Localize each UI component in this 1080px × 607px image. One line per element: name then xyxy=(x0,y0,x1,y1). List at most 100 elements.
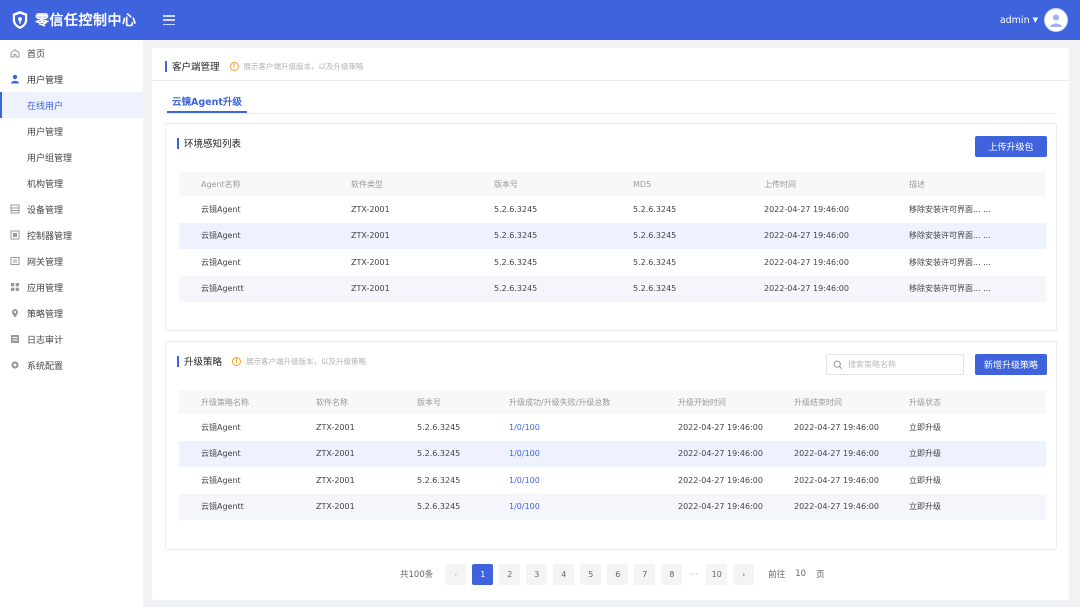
table-cell: ZTX-2001 xyxy=(329,222,472,249)
page-button[interactable]: 3 xyxy=(526,563,548,585)
page-button[interactable]: 4 xyxy=(553,563,575,585)
table-cell: 2022-04-27 19:46:00 xyxy=(764,204,849,214)
page-button[interactable]: 8 xyxy=(661,563,683,585)
table-row[interactable]: 云镜Agentt ZTX-2001 5.2.6.3245 5.2.6.3245 … xyxy=(179,275,1046,302)
table-row[interactable]: 云镜Agent ZTX-2001 5.2.6.3245 1/0/100 2022… xyxy=(179,414,1046,441)
strategy-search[interactable] xyxy=(826,354,964,375)
sidebar-item-organizations[interactable]: 机构管理 xyxy=(0,170,143,196)
panel-hint: 展示客户端升级版本，以及升级策略 xyxy=(246,356,367,366)
user-menu[interactable]: admin ▼ xyxy=(1000,0,1068,40)
table-cell: 5.2.6.3245 xyxy=(417,475,461,485)
table-cell: ZTX-2001 xyxy=(294,493,395,520)
sidebar-item-label: 系统配置 xyxy=(27,361,64,372)
gear-icon xyxy=(10,360,20,370)
table-row[interactable]: 云镜Agentt ZTX-2001 5.2.6.3245 1/0/100 202… xyxy=(179,493,1046,520)
title-bar-mark xyxy=(165,60,167,72)
page-hint: 展示客户端升级版本，以及升级策略 xyxy=(243,61,364,71)
upgrade-count-link[interactable]: 1/0/100 xyxy=(509,422,540,432)
table-row[interactable]: 云镜Agent ZTX-2001 5.2.6.3245 5.2.6.3245 2… xyxy=(179,249,1046,276)
sidebar-item-label: 用户组管理 xyxy=(27,153,73,164)
table-cell: 移除安装许可界面... ... xyxy=(909,257,991,267)
page-button[interactable]: 2 xyxy=(499,563,521,585)
table-cell: 云镜Agent xyxy=(179,440,294,467)
sidebar-item-user-management[interactable]: 用户管理 xyxy=(0,66,143,92)
table-cell: 云镜Agentt xyxy=(179,493,294,520)
user-name[interactable]: admin xyxy=(999,14,1030,26)
table-cell: 立即升级 xyxy=(909,422,941,432)
sidebar-item-user-groups[interactable]: 用户组管理 xyxy=(0,144,143,170)
goto-page-input[interactable]: 10 xyxy=(795,569,807,579)
table-cell: 移除安装许可界面... ... xyxy=(887,275,1046,302)
panel-title: 环境感知列表 xyxy=(184,139,242,150)
shield-logo-icon xyxy=(12,11,28,29)
sidebar-item-policies[interactable]: 策略管理 xyxy=(0,300,143,326)
table-row[interactable]: 云镜Agent ZTX-2001 5.2.6.3245 1/0/100 2022… xyxy=(179,467,1046,494)
column-header: 升级策略名称 xyxy=(179,390,294,414)
logo: 零信任控制中心 xyxy=(11,10,137,30)
sidebar-item-home[interactable]: 首页 xyxy=(0,40,143,66)
sidebar-item-controllers[interactable]: 控制器管理 xyxy=(0,222,143,248)
page-button[interactable]: 10 xyxy=(706,563,728,585)
sidebar-item-label: 用户管理 xyxy=(27,75,64,86)
table-cell: 立即升级 xyxy=(887,493,1046,520)
upgrade-count-link[interactable]: 1/0/100 xyxy=(509,475,540,485)
sidebar-item-label: 应用管理 xyxy=(27,283,64,294)
tab-agent-upgrade[interactable]: 云镜Agent升级 xyxy=(167,89,247,113)
sidebar-item-apps[interactable]: 应用管理 xyxy=(0,274,143,300)
sidebar-item-label: 网关管理 xyxy=(27,257,64,268)
table-cell: 云镜Agent xyxy=(179,222,329,249)
apps-icon xyxy=(10,282,20,292)
goto-suffix: 页 xyxy=(816,570,825,580)
table-cell: 移除安装许可界面... ... xyxy=(909,204,991,214)
table-cell: 5.2.6.3245 xyxy=(633,204,677,214)
sidebar-item-devices[interactable]: 设备管理 xyxy=(0,196,143,222)
page-button[interactable]: 6 xyxy=(607,563,629,585)
table-cell: 云镜Agent xyxy=(201,475,241,485)
avatar[interactable] xyxy=(1044,8,1068,32)
table-cell: ZTX-2001 xyxy=(316,422,355,432)
table-row[interactable]: 云镜Agent ZTX-2001 5.2.6.3245 5.2.6.3245 2… xyxy=(179,196,1046,223)
sidebar-item-users[interactable]: 用户管理 xyxy=(0,118,143,144)
menu-toggle-icon[interactable] xyxy=(162,15,175,25)
upgrade-count-link[interactable]: 1/0/100 xyxy=(487,493,656,520)
page-button[interactable]: 1 xyxy=(472,563,494,585)
upload-package-button[interactable]: 上传升级包 xyxy=(975,136,1047,157)
column-header: Agent名称 xyxy=(179,172,329,196)
panel-header: 环境感知列表 xyxy=(177,136,241,150)
table-cell: 移除安装许可界面... ... xyxy=(887,222,1046,249)
tabs: 云镜Agent升级 xyxy=(167,89,247,113)
pagination: 共100条 ‹ 1 2 3 4 5 6 7 8 ··· 10 › 前往 10 页 xyxy=(400,563,825,585)
table-cell: 云镜Agent xyxy=(201,422,241,432)
table-row[interactable]: 云镜Agent ZTX-2001 5.2.6.3245 1/0/100 2022… xyxy=(179,440,1046,467)
info-icon: ! xyxy=(232,356,242,366)
table-cell: 5.2.6.3245 xyxy=(472,275,611,302)
column-header: 升级成功/升级失败/升级总数 xyxy=(487,390,656,414)
next-page-icon[interactable]: › xyxy=(733,563,755,585)
caret-down-icon[interactable]: ▼ xyxy=(1032,16,1038,24)
page-ellipsis[interactable]: ··· xyxy=(690,569,699,579)
prev-page-icon[interactable]: ‹ xyxy=(445,563,467,585)
table-cell: 2022-04-27 19:46:00 xyxy=(794,475,879,485)
sidebar-item-online-users[interactable]: 在线用户 xyxy=(0,92,143,118)
sidebar-item-settings[interactable]: 系统配置 xyxy=(0,352,143,378)
table-header-row: 升级策略名称 软件名称 版本号 升级成功/升级失败/升级总数 升级开始时间 升级… xyxy=(179,390,1046,414)
table-row[interactable]: 云镜Agent ZTX-2001 5.2.6.3245 5.2.6.3245 2… xyxy=(179,222,1046,249)
search-input[interactable] xyxy=(848,360,958,369)
column-header: 软件类型 xyxy=(329,172,472,196)
upgrade-count-link[interactable]: 1/0/100 xyxy=(487,440,656,467)
sidebar-item-gateways[interactable]: 网关管理 xyxy=(0,248,143,274)
env-table: Agent名称 软件类型 版本号 MD5 上传时间 描述 云镜Agent ZTX… xyxy=(179,172,1046,302)
add-strategy-button[interactable]: 新增升级策略 xyxy=(975,354,1047,375)
page-header: 客户端管理 ! 展示客户端升级版本，以及升级策略 xyxy=(165,59,364,73)
table-cell: 5.2.6.3245 xyxy=(472,222,611,249)
env-awareness-panel: 环境感知列表 上传升级包 Agent名称 软件类型 版本号 MD5 上传时间 描… xyxy=(165,123,1057,331)
table-cell: ZTX-2001 xyxy=(329,275,472,302)
page-button[interactable]: 7 xyxy=(634,563,656,585)
sidebar-item-logs[interactable]: 日志审计 xyxy=(0,326,143,352)
table-cell: 2022-04-27 19:46:00 xyxy=(656,440,772,467)
page-button[interactable]: 5 xyxy=(580,563,602,585)
column-header: 描述 xyxy=(887,172,1046,196)
table-cell: 2022-04-27 19:46:00 xyxy=(742,222,887,249)
device-icon xyxy=(10,204,20,214)
table-cell: ZTX-2001 xyxy=(316,475,355,485)
